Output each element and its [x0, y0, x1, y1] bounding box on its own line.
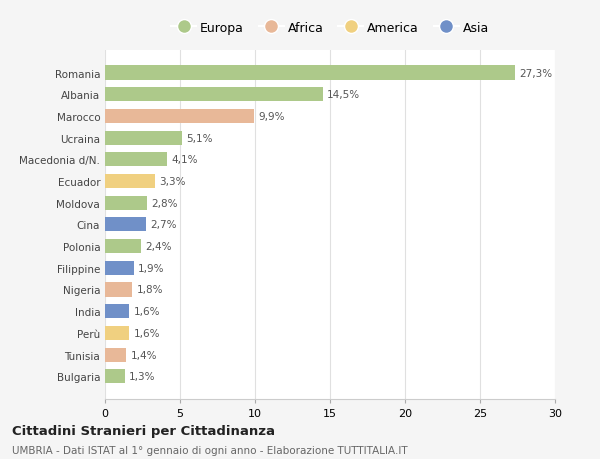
Text: 3,3%: 3,3%	[159, 177, 185, 187]
Text: 1,9%: 1,9%	[138, 263, 164, 273]
Bar	[105, 153, 167, 167]
Text: 2,8%: 2,8%	[151, 198, 178, 208]
Text: 1,3%: 1,3%	[129, 371, 155, 381]
Text: 9,9%: 9,9%	[258, 112, 284, 122]
Text: 1,8%: 1,8%	[137, 285, 163, 295]
Bar	[105, 218, 146, 232]
Bar	[105, 67, 515, 80]
Text: UMBRIA - Dati ISTAT al 1° gennaio di ogni anno - Elaborazione TUTTITALIA.IT: UMBRIA - Dati ISTAT al 1° gennaio di ogn…	[12, 445, 407, 455]
Text: 2,7%: 2,7%	[150, 220, 176, 230]
Bar	[105, 240, 141, 253]
Bar	[105, 174, 155, 189]
Bar	[105, 326, 129, 340]
Bar	[105, 261, 133, 275]
Text: 27,3%: 27,3%	[519, 68, 552, 78]
Bar	[105, 196, 147, 210]
Bar	[105, 369, 125, 383]
Text: 1,4%: 1,4%	[131, 350, 157, 360]
Text: 2,4%: 2,4%	[146, 241, 172, 252]
Bar	[105, 283, 132, 297]
Bar	[105, 88, 323, 102]
Bar	[105, 131, 182, 146]
Text: 1,6%: 1,6%	[133, 307, 160, 317]
Text: 4,1%: 4,1%	[171, 155, 197, 165]
Bar	[105, 304, 129, 319]
Legend: Europa, Africa, America, Asia: Europa, Africa, America, Asia	[169, 19, 491, 37]
Bar	[105, 110, 254, 124]
Text: 5,1%: 5,1%	[186, 133, 212, 143]
Text: 1,6%: 1,6%	[133, 328, 160, 338]
Text: Cittadini Stranieri per Cittadinanza: Cittadini Stranieri per Cittadinanza	[12, 425, 275, 437]
Bar	[105, 348, 126, 362]
Text: 14,5%: 14,5%	[327, 90, 360, 100]
